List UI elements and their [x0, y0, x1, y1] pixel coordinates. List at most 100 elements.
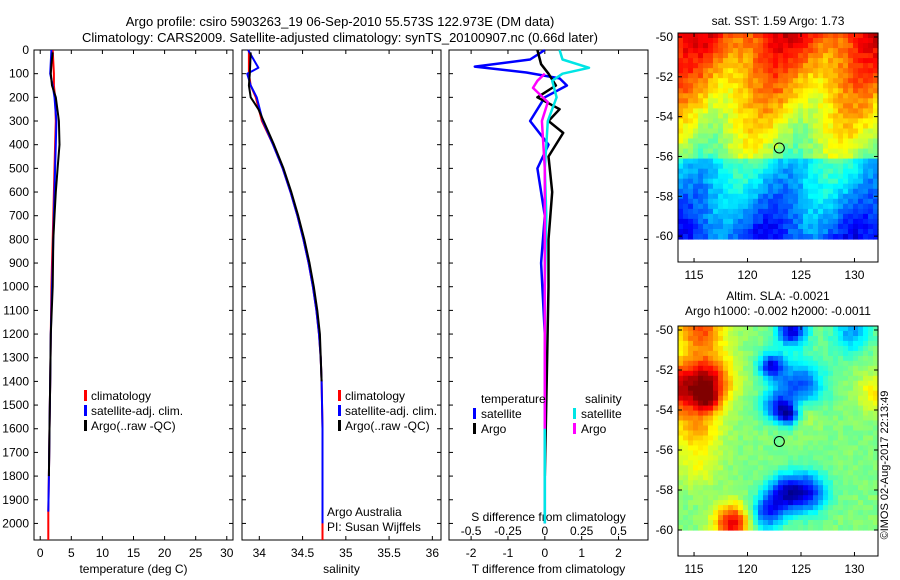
map-cell: [868, 68, 874, 74]
map-cell: [713, 425, 719, 432]
map-cell: [863, 113, 869, 119]
map-cell: [788, 460, 794, 466]
map-cell: [833, 218, 839, 225]
map-cell: [703, 485, 709, 491]
map-cell: [763, 515, 769, 521]
map-cell: [848, 198, 854, 205]
map-cell: [838, 515, 844, 521]
map-cell: [773, 158, 779, 165]
y-tick-label: 1000: [2, 280, 29, 294]
map-cell: [793, 168, 799, 175]
map-cell: [833, 380, 839, 387]
map-cell: [823, 510, 829, 516]
map-cell: [738, 360, 744, 367]
y-tick-label: 1500: [2, 398, 29, 412]
map-cell: [813, 153, 819, 160]
map-cell: [798, 173, 804, 180]
map-cell: [868, 148, 874, 155]
map-cell: [733, 33, 739, 39]
map-cell: [863, 43, 869, 49]
map-cell: [718, 440, 724, 446]
map-cell: [823, 43, 829, 49]
map-cell: [798, 118, 804, 124]
map-cell: [778, 58, 784, 64]
map-cell: [788, 475, 794, 481]
map-cell: [678, 158, 684, 165]
map-cell: [788, 208, 794, 215]
map-cell: [758, 178, 764, 185]
map-cell: [763, 43, 769, 49]
map-cell: [693, 178, 699, 185]
map-cell: [823, 93, 829, 99]
map-cell: [798, 331, 804, 337]
map-cell: [693, 455, 699, 461]
map-cell: [698, 395, 704, 402]
map-cell: [748, 365, 754, 372]
map-cell: [788, 345, 794, 352]
map-cell: [718, 198, 724, 205]
map-cell: [788, 163, 794, 170]
map-cell: [848, 485, 854, 491]
map-cell: [843, 173, 849, 180]
map-cell: [713, 500, 719, 506]
map-cell: [868, 58, 874, 64]
map-cell: [823, 515, 829, 521]
map-cell: [768, 148, 774, 155]
map-cell: [728, 340, 734, 347]
map-cell: [773, 360, 779, 367]
map-cell: [748, 78, 754, 84]
map-cell: [773, 410, 779, 417]
map-cell: [838, 63, 844, 69]
map-cell: [758, 450, 764, 456]
map-cell: [858, 425, 864, 432]
map-title-line1: Altim. SLA: -0.0021: [726, 289, 830, 303]
map-cell: [803, 113, 809, 119]
map-cell: [723, 370, 729, 377]
map-cell: [723, 163, 729, 170]
map-cell: [803, 395, 809, 402]
map-cell: [738, 58, 744, 64]
y-tick-label: 300: [9, 114, 29, 128]
map-cell: [778, 223, 784, 230]
map-cell: [833, 223, 839, 230]
map-cell: [728, 98, 734, 104]
x-tick-label: 0: [37, 546, 44, 560]
map-cell: [843, 380, 849, 387]
map-cell: [828, 415, 834, 422]
map-cell: [783, 143, 789, 150]
map-cell: [693, 143, 699, 150]
map-cell: [838, 520, 844, 526]
map-cell: [733, 118, 739, 124]
map-cell: [783, 460, 789, 466]
map-cell: [863, 415, 869, 422]
map-cell: [788, 153, 794, 160]
map-cell: [783, 123, 789, 129]
map-cell: [823, 435, 829, 442]
map-cell: [868, 515, 874, 521]
map-cell: [768, 188, 774, 195]
map-cell: [843, 525, 849, 531]
map-cell: [738, 465, 744, 471]
map-cell: [813, 88, 819, 94]
map-cell: [723, 208, 729, 215]
map-cell: [753, 158, 759, 165]
map-cell: [793, 229, 799, 235]
map-cell: [718, 505, 724, 511]
map-cell: [743, 193, 749, 200]
map-cell: [738, 83, 744, 89]
map-cell: [748, 336, 754, 342]
map-cell: [868, 490, 874, 496]
map-cell: [808, 420, 814, 427]
map-cell: [853, 375, 859, 382]
map-cell: [848, 148, 854, 155]
map-cell: [813, 203, 819, 210]
map-cell: [858, 128, 864, 135]
map-cell: [833, 515, 839, 521]
map-cell: [723, 143, 729, 150]
map-cell: [708, 525, 714, 531]
map-cell: [803, 340, 809, 347]
map-cell: [873, 385, 879, 392]
map-cell: [833, 48, 839, 54]
map-cell: [778, 193, 784, 200]
